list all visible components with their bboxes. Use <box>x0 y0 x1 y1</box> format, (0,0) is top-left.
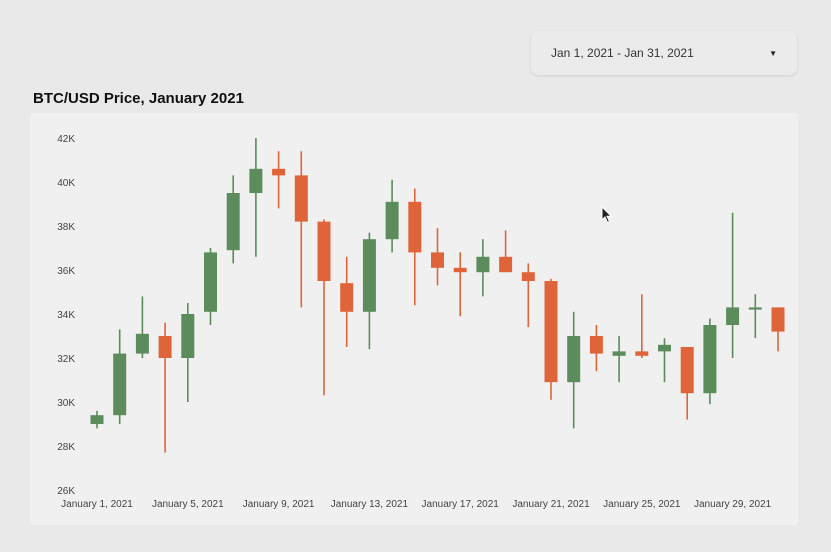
candle <box>499 230 513 273</box>
mouse-cursor-icon <box>601 206 613 224</box>
y-tick-label: 42K <box>57 134 75 145</box>
candle-body-down <box>272 168 286 176</box>
candle <box>567 311 581 429</box>
y-tick-label: 28K <box>57 442 75 453</box>
y-tick-label: 40K <box>57 178 75 189</box>
chart-panel <box>30 113 798 525</box>
chart-title: BTC/USD Price, January 2021 <box>33 90 244 107</box>
candle-body-up <box>181 314 195 358</box>
y-tick-label: 38K <box>57 222 75 233</box>
candle-body-up <box>726 307 740 325</box>
candle <box>453 252 467 317</box>
candle-body-up <box>748 307 762 310</box>
candle <box>771 307 785 352</box>
dropdown-caret-icon: ▼ <box>769 48 777 58</box>
candle <box>113 329 127 424</box>
y-tick-label: 36K <box>57 266 75 277</box>
candle-body-down <box>408 201 422 253</box>
candle-body-up <box>476 256 490 273</box>
candle-body-down <box>680 347 694 394</box>
y-tick-label: 34K <box>57 310 75 321</box>
candle-body-down <box>589 336 603 354</box>
candle <box>680 347 694 420</box>
candle-body-up <box>90 415 104 424</box>
x-axis: January 1, 2021 January 5, 2021 January 9,… <box>61 499 772 510</box>
candle <box>385 179 399 253</box>
candle-body-down <box>294 175 308 222</box>
candle-body-up <box>249 168 263 193</box>
candle <box>658 338 671 383</box>
candle <box>294 151 308 308</box>
candle-body-down <box>158 336 172 358</box>
candle-body-down <box>317 221 331 281</box>
candle <box>544 278 558 400</box>
candle-body-up <box>703 325 717 394</box>
x-tick-label: January 21, 2021 <box>512 499 590 510</box>
x-tick-label: January 1, 2021 <box>61 499 133 510</box>
candle <box>612 336 626 383</box>
candle-body-down <box>340 283 354 312</box>
x-tick-label: January 9, 2021 <box>243 499 315 510</box>
candle-body-down <box>521 272 535 281</box>
candle <box>340 256 354 347</box>
candle-body-up <box>113 353 127 416</box>
x-tick-label: January 17, 2021 <box>422 499 500 510</box>
date-range-label: Jan 1, 2021 - Jan 31, 2021 <box>551 46 694 60</box>
candle <box>726 212 740 358</box>
candle <box>249 138 263 257</box>
y-tick-label: 26K <box>57 486 75 497</box>
candle-body-down <box>499 256 513 273</box>
candle-body-down <box>771 307 785 332</box>
candle <box>362 232 376 350</box>
candle-body-up <box>135 333 149 354</box>
candle-body-up <box>226 193 240 251</box>
candle <box>272 151 286 209</box>
candle <box>135 296 149 358</box>
x-tick-label: January 25, 2021 <box>603 499 681 510</box>
candle-body-up <box>385 201 399 240</box>
candle <box>204 248 217 325</box>
y-axis: 26K 28K 30K 32K 34K 36K 38K 40K 42K <box>57 134 75 497</box>
date-range-picker[interactable]: Jan 1, 2021 - Jan 31, 2021 ▼ <box>531 31 797 75</box>
candle-body-up <box>362 239 376 312</box>
candle <box>589 325 603 372</box>
candle-body-up <box>658 344 671 352</box>
x-tick-label: January 5, 2021 <box>152 499 224 510</box>
candle <box>635 294 649 358</box>
candle <box>703 318 717 405</box>
candles <box>90 138 785 453</box>
candle <box>181 303 195 402</box>
x-tick-label: January 13, 2021 <box>331 499 409 510</box>
candle-body-down <box>544 281 558 383</box>
candle-body-down <box>635 351 649 356</box>
candle-body-down <box>431 252 444 268</box>
y-tick-label: 32K <box>57 354 75 365</box>
candle <box>90 410 104 429</box>
x-tick-label: January 29, 2021 <box>694 499 772 510</box>
candle-body-up <box>612 351 626 356</box>
candle-body-up <box>567 336 581 383</box>
candle-body-down <box>453 267 467 273</box>
candle-body-up <box>204 252 217 312</box>
candle <box>748 294 762 339</box>
candle <box>317 219 331 396</box>
candle <box>476 239 490 297</box>
candle <box>158 322 172 453</box>
y-tick-label: 30K <box>57 398 75 409</box>
candle <box>408 188 422 306</box>
candle <box>226 175 240 264</box>
candle <box>521 263 535 328</box>
candle <box>431 228 444 286</box>
